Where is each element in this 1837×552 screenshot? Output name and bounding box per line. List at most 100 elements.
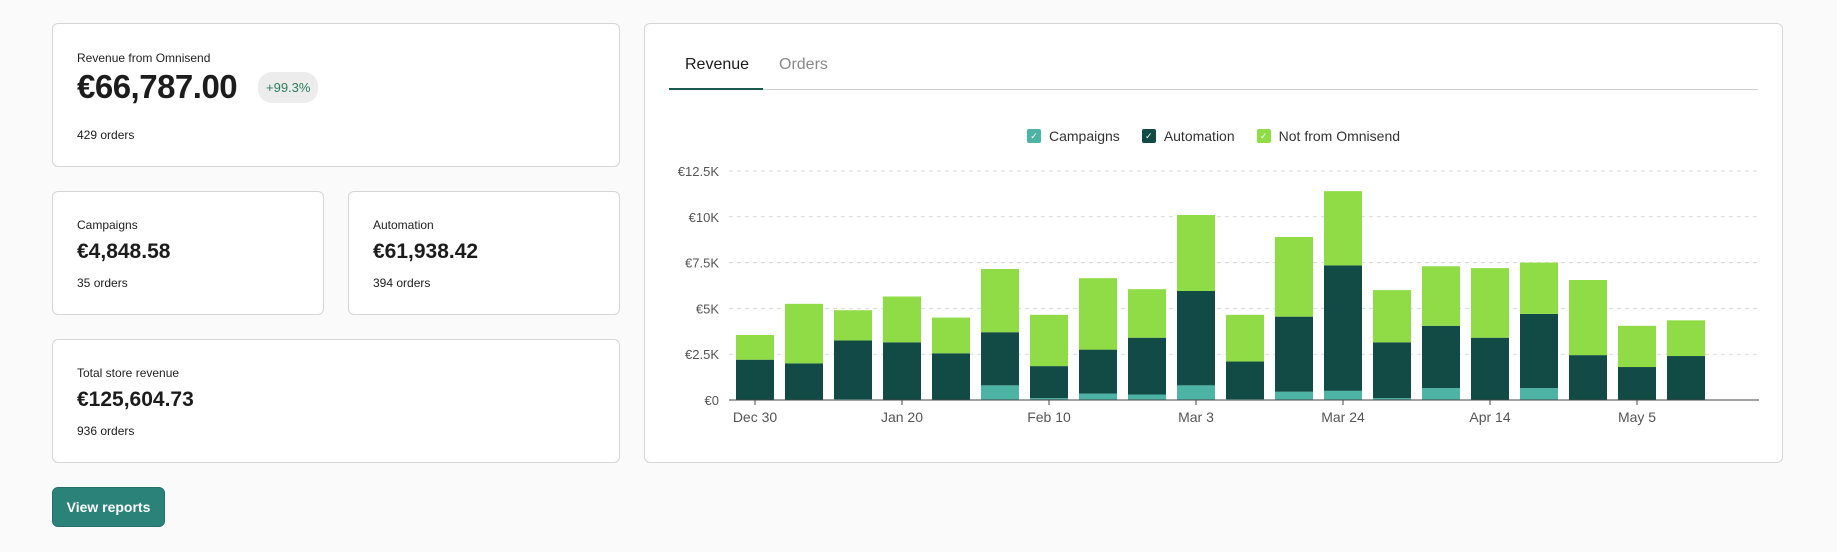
- bar-segment: [1324, 191, 1362, 266]
- bar-segment: [1128, 289, 1166, 338]
- orders-word: orders: [396, 276, 431, 290]
- bar-segment: [1226, 361, 1264, 400]
- bar-segment: [736, 359, 774, 400]
- y-tick-label: €0: [705, 393, 719, 408]
- bar-segment: [834, 310, 872, 341]
- bar-segment: [1471, 337, 1509, 400]
- total-revenue-value: €125,604.73: [77, 388, 194, 411]
- bar-segment: [1422, 266, 1460, 326]
- x-tick-label: Mar 3: [1178, 409, 1214, 425]
- tab-orders[interactable]: Orders: [779, 56, 828, 73]
- automation-value: €61,938.42: [373, 240, 479, 263]
- revenue-summary-card: Revenue from Omnisend €66,787.00 +99.3% …: [52, 23, 620, 167]
- x-tick-label: May 5: [1618, 409, 1656, 425]
- legend-label: Not from Omnisend: [1278, 128, 1401, 144]
- bar-segment: [1667, 356, 1705, 400]
- y-tick-label: €10K: [689, 210, 720, 225]
- bar-segment: [981, 332, 1019, 386]
- bar-segment: [736, 334, 774, 360]
- bar-segment: [1177, 214, 1215, 291]
- bar-segment: [1373, 398, 1411, 400]
- y-tick-label: €2.5K: [685, 347, 719, 362]
- checkbox-icon: ✓: [1026, 129, 1041, 143]
- revenue-summary-value: €66,787.00: [77, 68, 238, 105]
- x-tick-label: Dec 30: [733, 409, 778, 425]
- bar-segment: [1422, 388, 1460, 400]
- y-tick-label: €5K: [696, 301, 719, 316]
- bar-segment: [932, 317, 970, 354]
- bar-segment: [1569, 280, 1607, 356]
- bar-segment: [1373, 290, 1411, 343]
- campaigns-card: Campaigns €4,848.58 35 orders: [52, 191, 324, 315]
- bar-segment: [1226, 314, 1264, 362]
- orders-count: 936: [77, 424, 98, 438]
- growth-badge: +99.3%: [258, 72, 319, 103]
- tab-revenue[interactable]: Revenue: [685, 56, 750, 73]
- x-tick-label: Mar 24: [1321, 409, 1365, 425]
- bar-segment: [785, 303, 823, 364]
- campaigns-orders: 35 orders: [77, 276, 128, 290]
- bar-segment: [1177, 290, 1215, 386]
- bar-segment: [1128, 394, 1166, 400]
- orders-word: orders: [100, 128, 135, 142]
- bar-segment: [1275, 391, 1313, 400]
- bar-segment: [1520, 262, 1558, 314]
- automation-orders: 394 orders: [373, 276, 430, 290]
- orders-word: orders: [100, 424, 135, 438]
- bar-segment: [1569, 355, 1607, 400]
- legend-item-campaigns[interactable]: ✓ Campaigns: [1026, 128, 1120, 144]
- bar-segment: [1373, 342, 1411, 399]
- bar-segment: [1422, 325, 1460, 389]
- y-tick-label: €12.5K: [678, 164, 720, 179]
- total-revenue-orders: 936 orders: [77, 424, 134, 438]
- bar-segment: [1667, 320, 1705, 357]
- bar-segment: [981, 385, 1019, 400]
- checkbox-icon: ✓: [1256, 129, 1271, 143]
- bar-segment: [981, 269, 1019, 333]
- chart-tabs: Revenue Orders: [669, 46, 1758, 90]
- bar-segment: [834, 340, 872, 400]
- legend-label: Campaigns: [1048, 128, 1120, 144]
- bar-segment: [1618, 325, 1656, 368]
- automation-card: Automation €61,938.42 394 orders: [348, 191, 620, 315]
- revenue-summary-label: Revenue from Omnisend: [77, 51, 211, 65]
- bar-segment: [1030, 314, 1068, 367]
- x-tick-label: Jan 20: [881, 409, 923, 425]
- orders-word: orders: [93, 276, 128, 290]
- revenue-bar-chart: €0 €2.5K €5K €7.5K €10K €12.5K Dec 30 Jan 20 Feb…: [678, 164, 1759, 425]
- revenue-summary-orders: 429 orders: [77, 128, 134, 142]
- campaigns-value: €4,848.58: [77, 240, 171, 263]
- view-reports-button[interactable]: View reports: [52, 487, 165, 527]
- y-tick-label: €7.5K: [685, 256, 719, 271]
- bar-segment: [1079, 393, 1117, 400]
- legend-item-automation[interactable]: ✓ Automation: [1141, 128, 1235, 144]
- orders-count: 429: [77, 128, 98, 142]
- bar-segment: [1030, 366, 1068, 399]
- legend-label: Automation: [1163, 128, 1235, 144]
- total-revenue-label: Total store revenue: [77, 366, 180, 380]
- legend-item-not-from-omnisend[interactable]: ✓ Not from Omnisend: [1256, 128, 1401, 144]
- bar-segment: [883, 296, 921, 343]
- bar-segment: [1520, 313, 1558, 389]
- orders-count: 394: [373, 276, 394, 290]
- bar-segment: [1618, 367, 1656, 400]
- bar-segment: [1471, 268, 1509, 338]
- x-tick-label: Apr 14: [1469, 409, 1510, 425]
- active-tab-indicator: [669, 88, 763, 90]
- bar-segment: [1520, 388, 1558, 400]
- bar-segment: [932, 353, 970, 400]
- chart-card: Revenue Orders ✓ Campaigns ✓ Automation …: [644, 23, 1783, 463]
- campaigns-label: Campaigns: [77, 218, 138, 232]
- bar-segment: [1324, 390, 1362, 400]
- bar-segment: [1324, 265, 1362, 391]
- bar-segment: [1275, 236, 1313, 317]
- x-tick-label: Feb 10: [1027, 409, 1071, 425]
- chart-legend: ✓ Campaigns ✓ Automation ✓ Not from Omni…: [645, 128, 1782, 144]
- bar-segment: [883, 342, 921, 400]
- bar-segment: [1030, 398, 1068, 400]
- bar-segment: [1079, 278, 1117, 350]
- bar-segment: [1177, 385, 1215, 400]
- automation-label: Automation: [373, 218, 434, 232]
- bar-segment: [1275, 316, 1313, 392]
- checkbox-icon: ✓: [1141, 129, 1156, 143]
